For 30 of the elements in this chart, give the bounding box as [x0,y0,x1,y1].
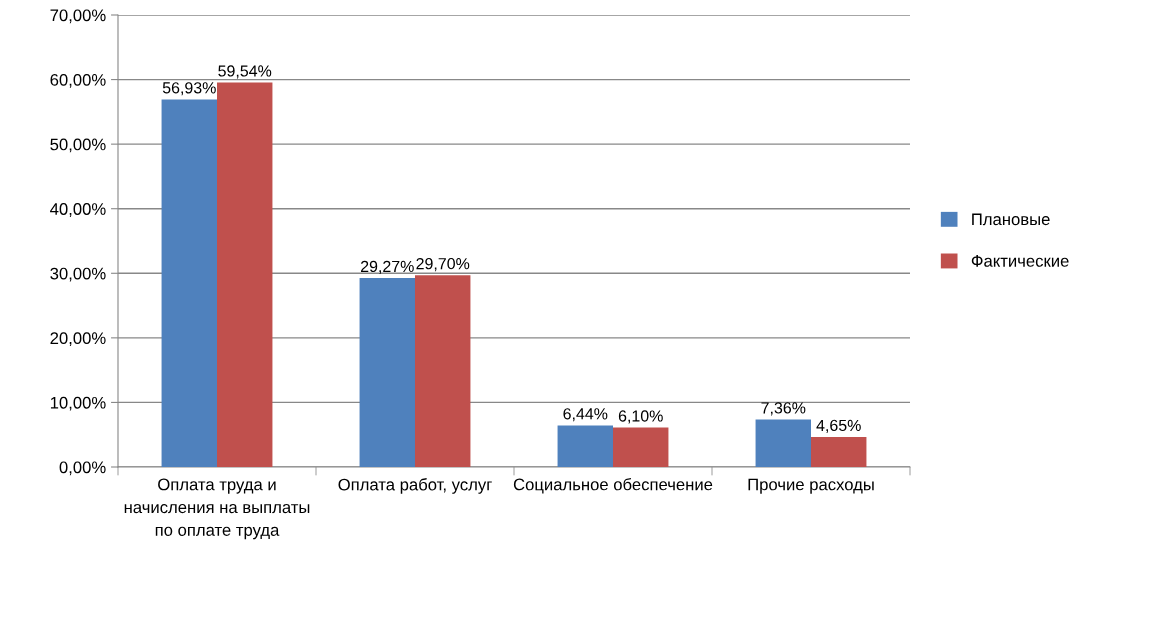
y-tick-label: 70,00% [50,9,106,24]
bar [161,99,217,467]
x-tick-label: Оплата труда и начисления на выплаты по оплате труда [124,478,310,540]
data-label: 4,65% [816,419,861,433]
y-tick-label: 20,00% [50,332,106,347]
x-tick-label: Оплата работ, услуг [338,478,492,494]
data-label: 56,93% [162,82,216,96]
y-tick-label: 30,00% [50,267,106,282]
y-tick-label: 40,00% [50,203,106,217]
bar [613,427,669,467]
x-tick-label: Прочие расходы [748,478,874,494]
bar [811,436,867,467]
bar [217,82,273,467]
bar [557,425,613,467]
y-tick-label: 0,00% [59,461,106,476]
legend-label: Плановые [972,213,1050,226]
y-tick-label: 60,00% [50,73,106,88]
x-tick-label: Социальное обеспечение [513,477,713,494]
bar [415,275,471,467]
bar [755,419,811,467]
data-label: 59,54% [218,65,272,79]
data-label: 6,44% [563,408,608,422]
data-label: 6,10% [618,410,663,424]
y-tick-label: 50,00% [50,138,106,153]
data-label: 29,70% [416,257,470,272]
data-label: 29,27% [361,260,414,274]
data-label: 7,36% [761,402,806,416]
bar [359,278,415,467]
y-tick-label: 10,00% [50,396,106,411]
legend-label: Фактические [971,255,1069,267]
